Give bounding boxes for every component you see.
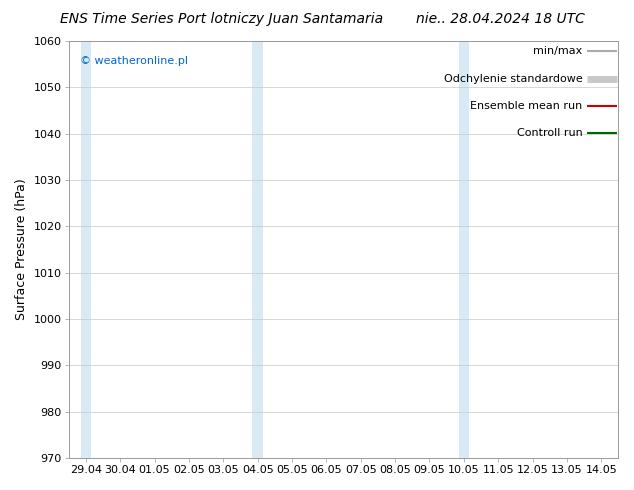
Text: min/max: min/max: [533, 47, 583, 56]
Text: nie.. 28.04.2024 18 UTC: nie.. 28.04.2024 18 UTC: [417, 12, 585, 26]
Y-axis label: Surface Pressure (hPa): Surface Pressure (hPa): [15, 179, 28, 320]
Text: © weatheronline.pl: © weatheronline.pl: [80, 56, 188, 66]
Text: Odchylenie standardowe: Odchylenie standardowe: [444, 74, 583, 84]
Bar: [81, 41, 91, 458]
Text: ENS Time Series Port lotniczy Juan Santamaria: ENS Time Series Port lotniczy Juan Santa…: [60, 12, 384, 26]
Text: Ensemble mean run: Ensemble mean run: [470, 100, 583, 111]
Bar: [252, 41, 262, 458]
Bar: [458, 41, 469, 458]
Text: Controll run: Controll run: [517, 128, 583, 138]
